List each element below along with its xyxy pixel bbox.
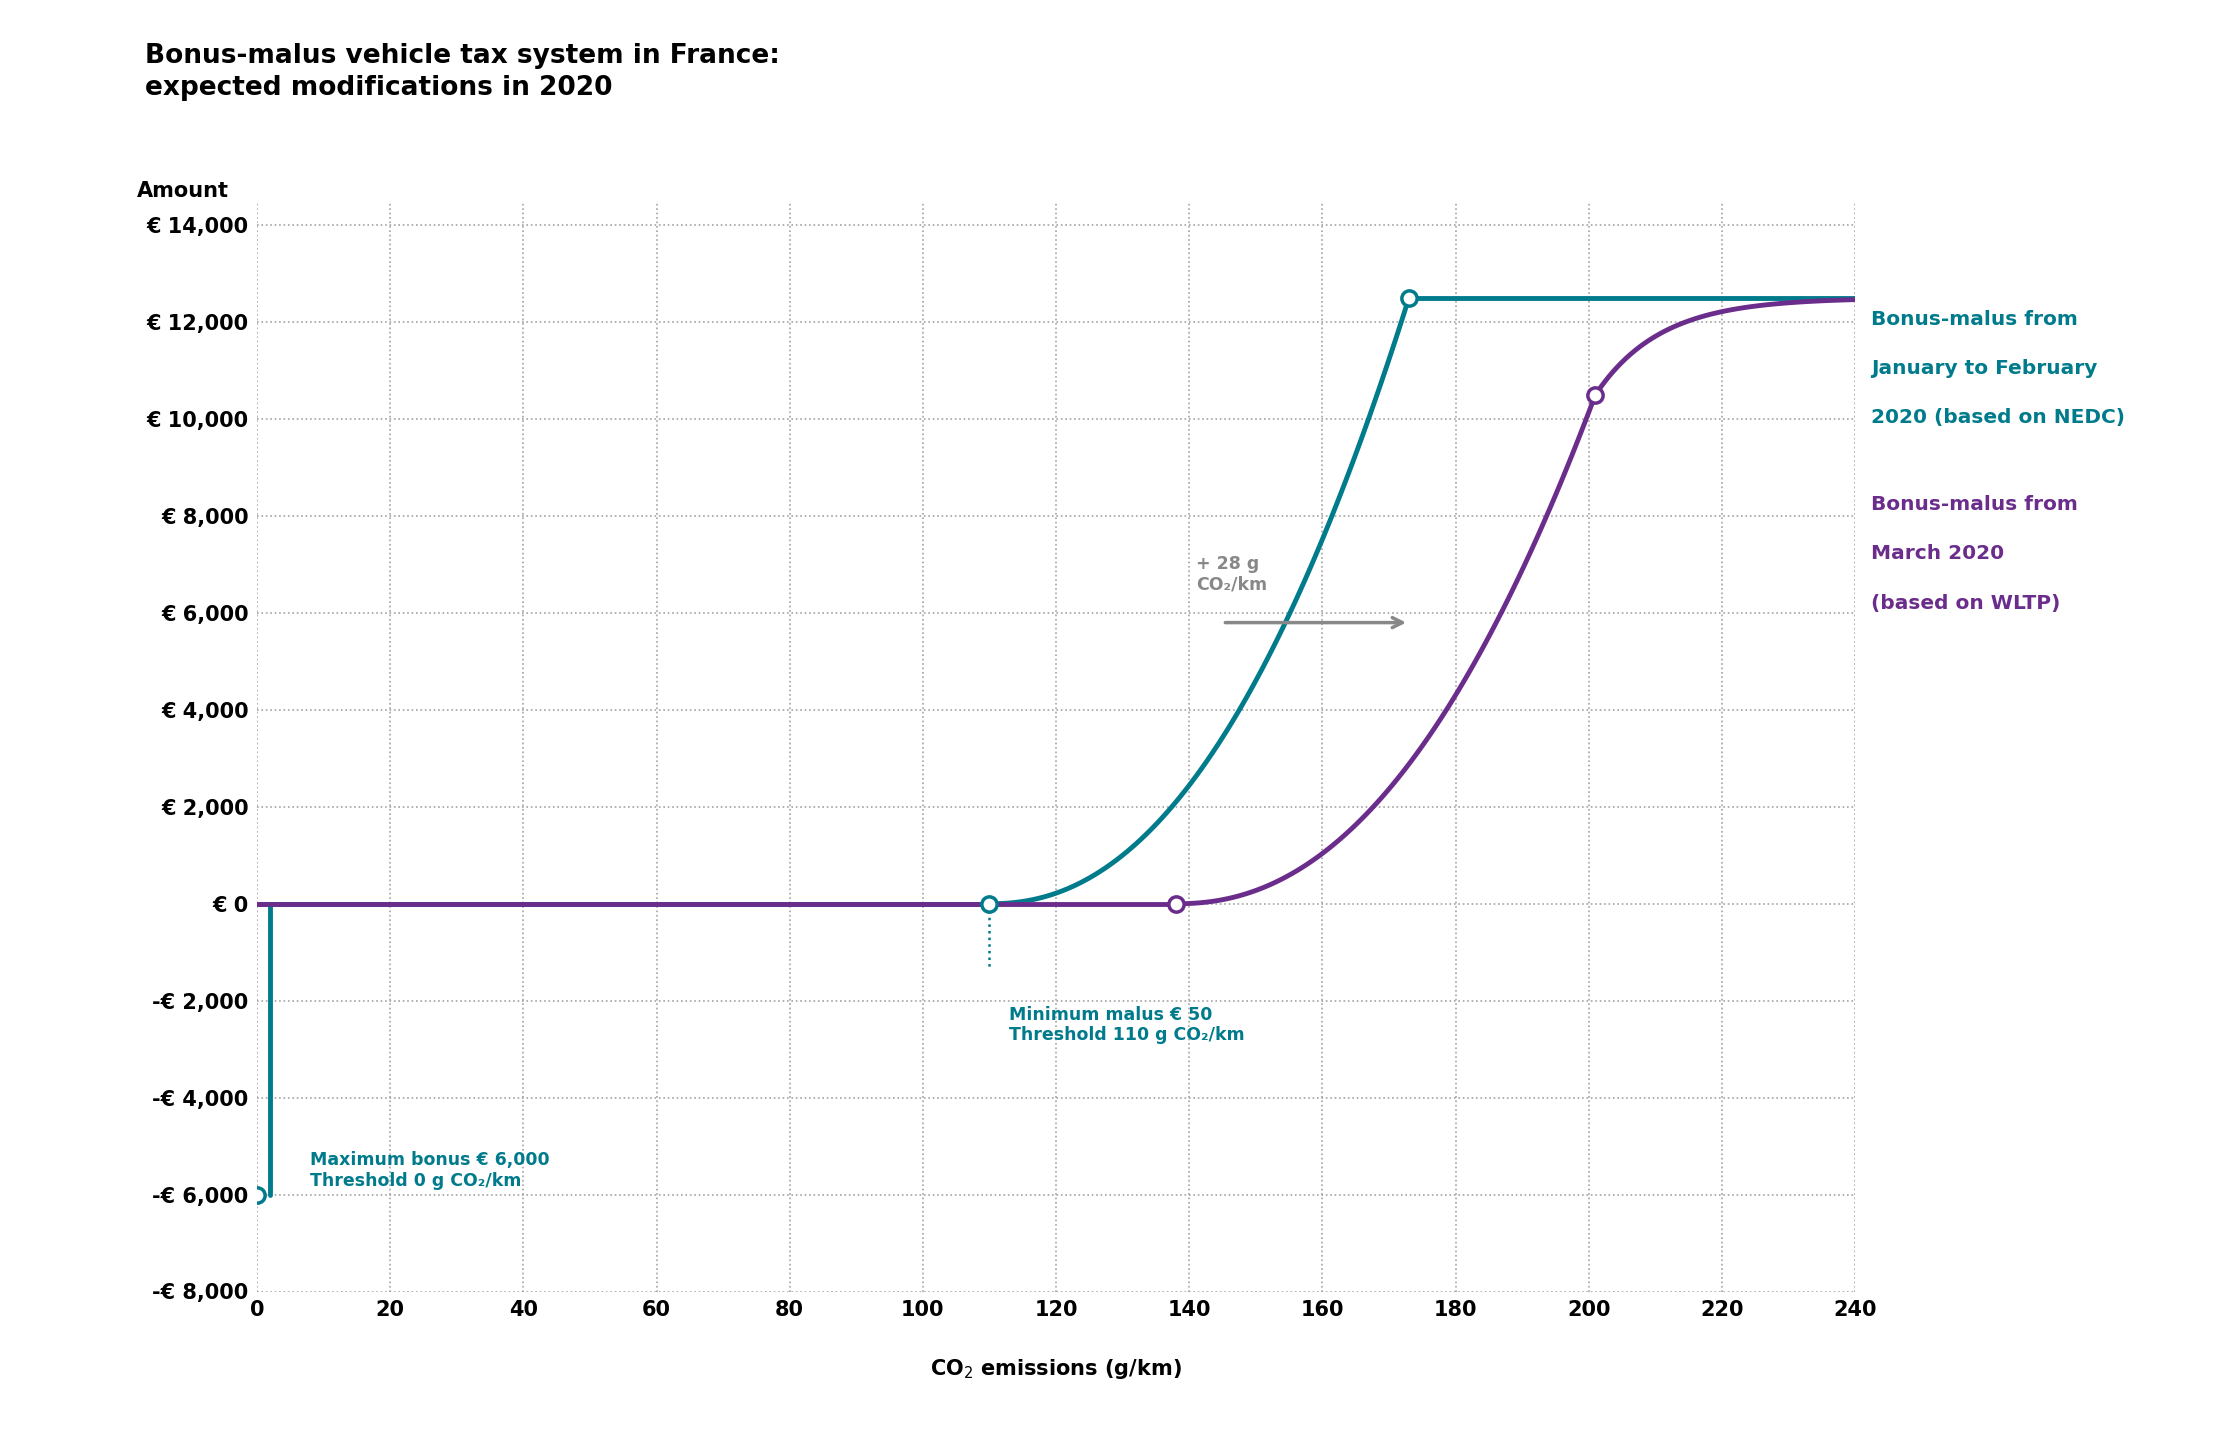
Text: Maximum bonus € 6,000
Threshold 0 g CO₂/km: Maximum bonus € 6,000 Threshold 0 g CO₂/… [311,1151,550,1190]
Text: Bonus-malus vehicle tax system in France:
expected modifications in 2020: Bonus-malus vehicle tax system in France… [145,43,780,100]
Text: + 28 g
CO₂/km: + 28 g CO₂/km [1196,555,1267,594]
Text: March 2020: March 2020 [1871,544,2005,564]
Text: 2020 (based on NEDC): 2020 (based on NEDC) [1871,408,2125,428]
Text: Bonus-malus from: Bonus-malus from [1871,495,2079,514]
Text: (based on WLTP): (based on WLTP) [1871,594,2061,613]
Text: Bonus-malus from: Bonus-malus from [1871,310,2079,329]
Text: CO$_2$ emissions (g/km): CO$_2$ emissions (g/km) [930,1358,1182,1380]
Text: Minimum malus € 50
Threshold 110 g CO₂/km: Minimum malus € 50 Threshold 110 g CO₂/k… [1010,1006,1245,1045]
Text: Amount: Amount [136,181,230,201]
Text: January to February: January to February [1871,359,2096,377]
